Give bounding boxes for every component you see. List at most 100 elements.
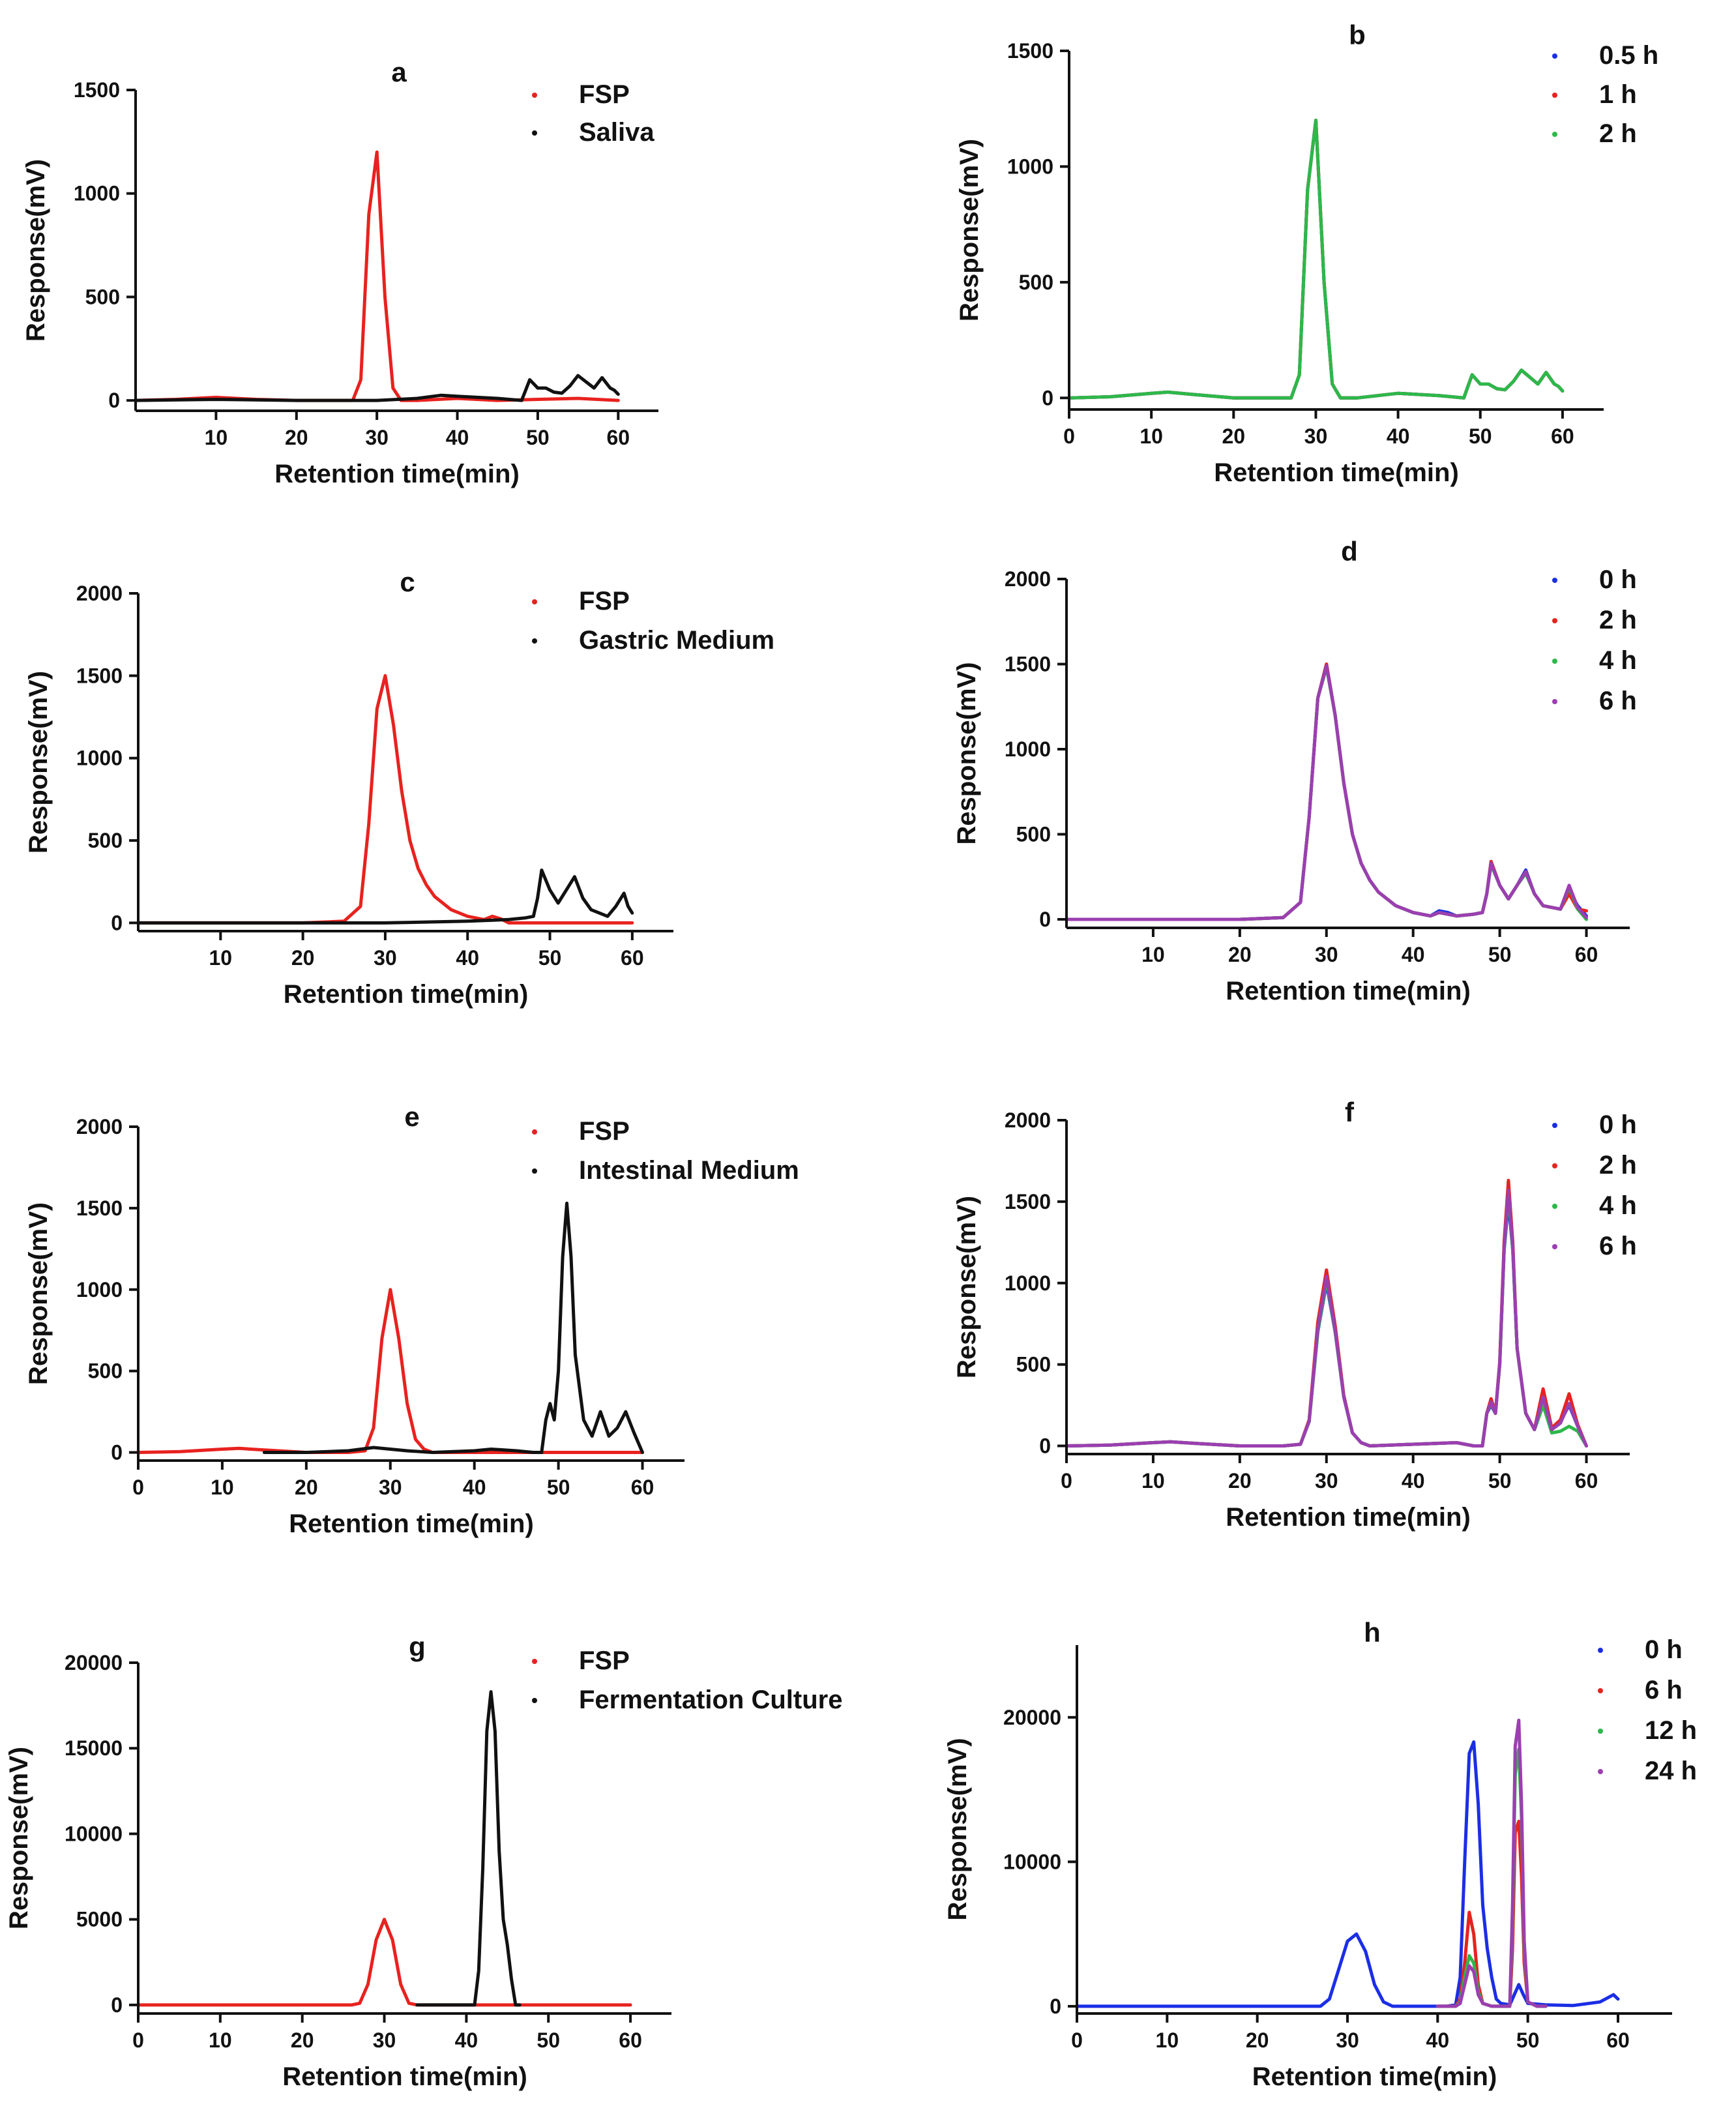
- x-tick-label: 20: [291, 2028, 314, 2052]
- y-tick-label: 500: [88, 829, 123, 852]
- y-tick-label: 1000: [1007, 155, 1053, 178]
- panel-letter: b: [1349, 20, 1366, 50]
- y-tick-label: 1000: [76, 747, 123, 770]
- x-tick-label: 50: [1469, 424, 1492, 448]
- x-tick-label: 50: [538, 946, 562, 970]
- x-tick-label: 20: [295, 1476, 318, 1499]
- x-axis-title: Retention time(min): [1226, 1503, 1471, 1532]
- y-tick-label: 0: [1039, 908, 1051, 931]
- legend-marker: [1552, 699, 1557, 704]
- x-tick-label: 30: [365, 426, 389, 449]
- panel-h: 0 10 20 30 40 50 60 0 10000 20000 Retention time(m…: [943, 1617, 1697, 2091]
- legend: 0 h 2 h 4 h 6 h: [1552, 565, 1637, 715]
- series-line-f-2: [1065, 1191, 1588, 1448]
- legend: FSP Saliva: [532, 80, 655, 147]
- legend: 0 h 6 h 12 h 24 h: [1598, 1635, 1697, 1785]
- x-tick-label: 30: [374, 946, 397, 970]
- x-axis-title: Retention time(min): [289, 1509, 534, 1538]
- legend-marker: [532, 93, 537, 98]
- y-axis-title: Response(mV): [24, 1202, 53, 1385]
- x-tick-label: 0: [1071, 2028, 1083, 2052]
- legend-marker: [1552, 659, 1557, 664]
- x-tick-label: 30: [373, 2028, 396, 2052]
- x-tick-label: 0: [1061, 1469, 1072, 1493]
- legend: FSP Fermentation Culture: [532, 1646, 842, 1714]
- panel-letter: a: [391, 57, 407, 87]
- y-tick-label: 2000: [76, 582, 123, 605]
- legend-label: 4 h: [1599, 1191, 1637, 1220]
- y-axis-title: Response(mV): [952, 1196, 981, 1378]
- legend-label: 2 h: [1599, 119, 1637, 148]
- y-tick-label: 10000: [65, 1822, 123, 1845]
- y-tick-label: 500: [1016, 1353, 1051, 1376]
- x-tick-label: 10: [205, 426, 228, 449]
- legend-marker: [532, 1659, 537, 1664]
- x-tick-label: 60: [1551, 424, 1574, 448]
- y-tick-label: 0: [1042, 386, 1053, 409]
- legend-label: 0 h: [1599, 1110, 1637, 1139]
- x-tick-label: 10: [1141, 943, 1165, 966]
- y-tick-label: 2000: [76, 1115, 123, 1138]
- series-line-d-3: [1065, 664, 1588, 921]
- series-line-e-0: [136, 1288, 644, 1454]
- x-tick-label: 50: [537, 2028, 560, 2052]
- x-tick-label: 40: [1402, 1469, 1425, 1493]
- x-axis-title: Retention time(min): [1226, 977, 1471, 1005]
- legend-label: FSP: [579, 80, 630, 109]
- legend-marker: [1552, 1204, 1557, 1209]
- legend-label: 12 h: [1645, 1716, 1697, 1745]
- x-tick-label: 50: [1516, 2028, 1540, 2052]
- legend-label: Intestinal Medium: [579, 1156, 799, 1185]
- x-tick-label: 0: [1063, 424, 1075, 448]
- y-tick-label: 500: [1019, 271, 1053, 294]
- y-tick-label: 15000: [65, 1736, 123, 1760]
- y-tick-label: 1500: [74, 78, 120, 102]
- y-tick-label: 500: [1016, 822, 1051, 846]
- x-tick-label: 50: [1488, 1469, 1512, 1493]
- y-tick-label: 10000: [1003, 1850, 1061, 1873]
- legend-marker: [532, 1129, 537, 1135]
- y-tick-label: 0: [111, 1993, 123, 2017]
- panel-letter: d: [1341, 536, 1358, 567]
- legend-label: 24 h: [1645, 1757, 1697, 1785]
- legend-label: 0.5 h: [1599, 41, 1658, 70]
- legend-label: 4 h: [1599, 646, 1637, 675]
- x-axis-title: Retention time(min): [274, 460, 520, 488]
- y-tick-label: 20000: [1003, 1706, 1061, 1729]
- x-tick-label: 60: [621, 946, 644, 970]
- series-line-g-0: [136, 1918, 632, 2007]
- series-line-a-0: [134, 150, 620, 402]
- legend-label: 2 h: [1599, 1151, 1637, 1180]
- x-tick-label: 30: [379, 1476, 402, 1499]
- x-tick-label: 10: [1156, 2028, 1179, 2052]
- y-tick-label: 2000: [1005, 1108, 1051, 1132]
- y-tick-label: 2000: [1005, 567, 1051, 591]
- series-line-a-1: [134, 374, 620, 402]
- legend-marker: [532, 1168, 537, 1174]
- x-tick-label: 60: [619, 2028, 642, 2052]
- y-tick-label: 20000: [65, 1651, 123, 1674]
- y-axis-title: Response(mV): [952, 662, 981, 844]
- legend-label: FSP: [579, 1646, 630, 1675]
- x-tick-label: 40: [1402, 943, 1425, 966]
- y-tick-label: 5000: [76, 1908, 123, 1931]
- y-tick-label: 0: [111, 1441, 123, 1464]
- y-axis-title: Response(mV): [24, 671, 53, 854]
- y-axis-title: Response(mV): [5, 1747, 33, 1929]
- series-line-f-3: [1065, 1188, 1588, 1448]
- legend-marker: [532, 1698, 537, 1703]
- legend-label: Gastric Medium: [579, 626, 774, 655]
- series-line-h-0: [1075, 1740, 1620, 2008]
- x-tick-label: 10: [1140, 424, 1163, 448]
- legend: 0.5 h 1 h 2 h: [1552, 41, 1658, 148]
- x-tick-label: 40: [463, 1476, 486, 1499]
- legend-marker: [1552, 1123, 1557, 1128]
- y-tick-label: 1500: [1005, 1190, 1051, 1213]
- x-tick-label: 30: [1315, 1469, 1338, 1493]
- y-tick-label: 1000: [74, 182, 120, 205]
- series-line-d-0: [1065, 662, 1588, 921]
- legend-marker: [1552, 578, 1557, 583]
- legend-marker: [1552, 1163, 1557, 1168]
- legend-label: 6 h: [1599, 687, 1637, 715]
